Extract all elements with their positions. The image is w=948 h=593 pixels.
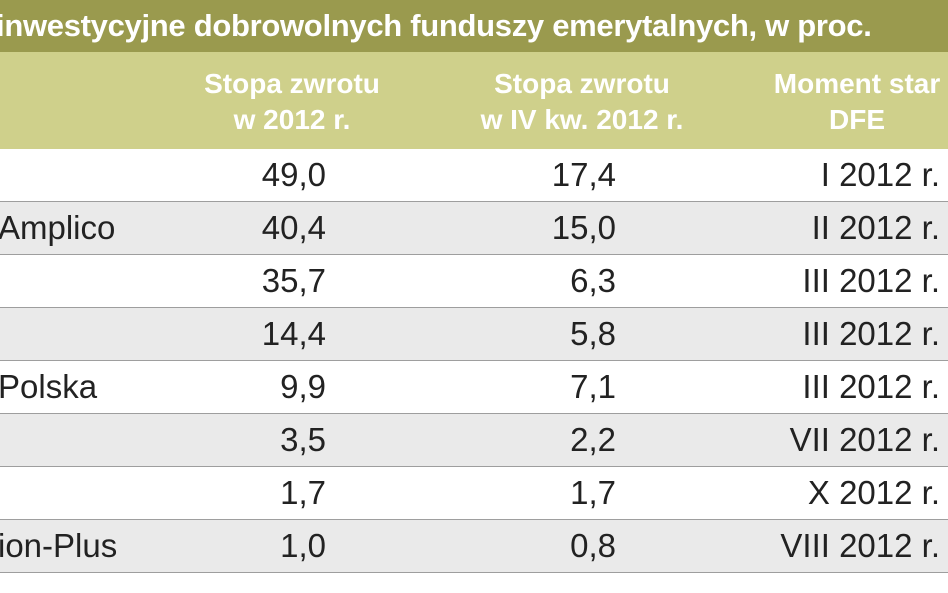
header-return-2012-line1: Stopa zwrotu [204, 68, 380, 99]
start-moment: III 2012 r. [802, 315, 940, 352]
return-2012: 49,0 [261, 156, 326, 193]
start-moment: II 2012 r. [811, 209, 940, 246]
header-start-moment: Moment star DFE [766, 66, 948, 138]
return-2012: 1,7 [280, 474, 326, 511]
table-row: 35,7 6,3 III 2012 r. [0, 255, 948, 308]
table-row: ion-Plus 1,0 0,8 VIII 2012 r. [0, 520, 948, 573]
header-return-2012: Stopa zwrotu w 2012 r. [196, 66, 388, 138]
header-start-moment-line2: DFE [829, 104, 885, 135]
return-2012: 1,0 [280, 527, 326, 564]
start-moment: VII 2012 r. [789, 421, 940, 458]
fund-name: Amplico [0, 209, 116, 246]
start-moment: III 2012 r. [802, 368, 940, 405]
header-return-2012-line2: w 2012 r. [233, 104, 351, 135]
header-return-q4-line1: Stopa zwrotu [494, 68, 670, 99]
fund-name: Polska [0, 368, 98, 405]
table-row: 1,7 1,7 X 2012 r. [0, 467, 948, 520]
table-row: 49,0 17,4 I 2012 r. [0, 149, 948, 202]
return-2012: 14,4 [261, 315, 326, 352]
return-q4: 5,8 [570, 315, 616, 352]
return-q4: 2,2 [570, 421, 616, 458]
return-q4: 15,0 [551, 209, 616, 246]
start-moment: I 2012 r. [820, 156, 940, 193]
table-title-bar: inwestycyjne dobrowolnych funduszy emery… [0, 0, 948, 52]
return-2012: 3,5 [280, 421, 326, 458]
table-row: 14,4 5,8 III 2012 r. [0, 308, 948, 361]
return-q4: 17,4 [551, 156, 616, 193]
table-row: Amplico 40,4 15,0 II 2012 r. [0, 202, 948, 255]
start-moment: VIII 2012 r. [780, 527, 940, 564]
table-row: Polska 9,9 7,1 III 2012 r. [0, 361, 948, 414]
start-moment: III 2012 r. [802, 262, 940, 299]
return-q4: 6,3 [570, 262, 616, 299]
table-row: 3,5 2,2 VII 2012 r. [0, 414, 948, 467]
table-body: 49,0 17,4 I 2012 r. Amplico 40,4 15,0 II… [0, 149, 948, 573]
table-title: inwestycyjne dobrowolnych funduszy emery… [0, 8, 872, 43]
return-2012: 35,7 [261, 262, 326, 299]
return-2012: 40,4 [261, 209, 326, 246]
return-q4: 1,7 [570, 474, 616, 511]
fund-name: ion-Plus [0, 527, 118, 564]
return-2012: 9,9 [280, 368, 326, 405]
table-header: Stopa zwrotu w 2012 r. Stopa zwrotu w IV… [0, 52, 948, 149]
header-return-q4-line2: w IV kw. 2012 r. [480, 104, 684, 135]
start-moment: X 2012 r. [807, 474, 940, 511]
return-q4: 0,8 [570, 527, 616, 564]
return-q4: 7,1 [570, 368, 616, 405]
header-return-q4: Stopa zwrotu w IV kw. 2012 r. [466, 66, 698, 138]
header-start-moment-line1: Moment star [773, 68, 941, 99]
